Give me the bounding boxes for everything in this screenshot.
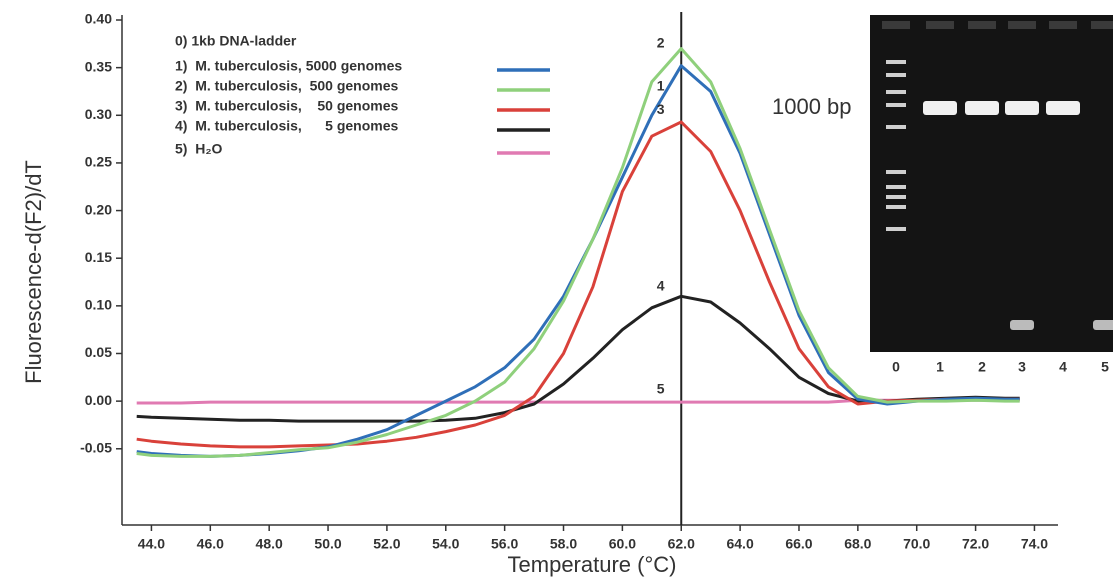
ladder-band	[886, 90, 906, 94]
curve-label: 4	[657, 277, 665, 293]
gel-band	[1005, 101, 1039, 115]
ladder-band	[886, 103, 906, 107]
y-tick-label: 0.25	[85, 154, 112, 170]
legend-label: 1) M. tuberculosis, 5000 genomes	[175, 58, 402, 74]
ladder-band	[886, 195, 906, 199]
y-tick-label: 0.35	[85, 58, 112, 74]
curve-label: 2	[657, 35, 665, 51]
gel-well	[1049, 21, 1077, 29]
x-tick-label: 74.0	[1021, 536, 1048, 552]
lane-label: 2	[978, 359, 986, 375]
x-tick-label: 56.0	[491, 536, 518, 552]
lane-label: 4	[1059, 359, 1067, 375]
x-tick-label: 68.0	[844, 536, 871, 552]
x-tick-label: 72.0	[962, 536, 989, 552]
curve-label: 3	[657, 101, 665, 117]
x-tick-label: 50.0	[314, 536, 341, 552]
lane-label: 1	[936, 359, 944, 375]
x-tick-label: 44.0	[138, 536, 165, 552]
y-tick-label: 0.00	[85, 392, 112, 408]
gel-well	[1008, 21, 1036, 29]
legend-header: 0) 1kb DNA-ladder	[175, 33, 297, 49]
ladder-band	[886, 205, 906, 209]
primer-band	[1093, 320, 1113, 330]
lane-label: 3	[1018, 359, 1026, 375]
x-tick-label: 60.0	[609, 536, 636, 552]
y-tick-label: 0.40	[85, 11, 112, 27]
lane-label: 0	[892, 359, 900, 375]
gel-well	[968, 21, 996, 29]
y-tick-label: 0.05	[85, 344, 112, 360]
x-tick-label: 52.0	[373, 536, 400, 552]
ladder-band	[886, 185, 906, 189]
x-axis-title: Temperature (°C)	[508, 552, 677, 577]
x-tick-label: 66.0	[785, 536, 812, 552]
curve-label: 5	[657, 380, 665, 396]
gel-well	[1091, 21, 1113, 29]
x-tick-label: 46.0	[197, 536, 224, 552]
ladder-band	[886, 170, 906, 174]
x-tick-label: 62.0	[668, 536, 695, 552]
legend-label: 5) H₂O	[175, 141, 223, 157]
y-tick-label: 0.20	[85, 201, 112, 217]
gel-well	[926, 21, 954, 29]
primer-band	[1010, 320, 1034, 330]
y-tick-label: 0.15	[85, 249, 112, 265]
y-tick-label: -0.05	[80, 439, 112, 455]
ladder-band	[886, 227, 906, 231]
gel-image	[870, 15, 1113, 352]
y-tick-label: 0.10	[85, 297, 112, 313]
x-tick-label: 70.0	[903, 536, 930, 552]
y-tick-label: 0.30	[85, 106, 112, 122]
y-axis-title: Fluorescence-d(F2)/dT	[21, 160, 46, 384]
gel-band	[1046, 101, 1080, 115]
x-tick-label: 54.0	[432, 536, 459, 552]
gel-band	[965, 101, 999, 115]
ladder-band	[886, 125, 906, 129]
legend-label: 3) M. tuberculosis, 50 genomes	[175, 98, 398, 114]
ladder-band	[886, 73, 906, 77]
legend-label: 4) M. tuberculosis, 5 genomes	[175, 118, 398, 134]
series-line	[136, 47, 1020, 458]
curve-label: 1	[657, 77, 665, 93]
x-tick-label: 58.0	[550, 536, 577, 552]
x-tick-label: 64.0	[726, 536, 753, 552]
legend-label: 2) M. tuberculosis, 500 genomes	[175, 78, 399, 94]
ladder-band	[886, 60, 906, 64]
inset-label: 1000 bp	[772, 94, 852, 119]
x-tick-label: 48.0	[256, 536, 283, 552]
gel-well	[882, 21, 910, 29]
gel-band	[923, 101, 957, 115]
lane-label: 5	[1101, 359, 1109, 375]
